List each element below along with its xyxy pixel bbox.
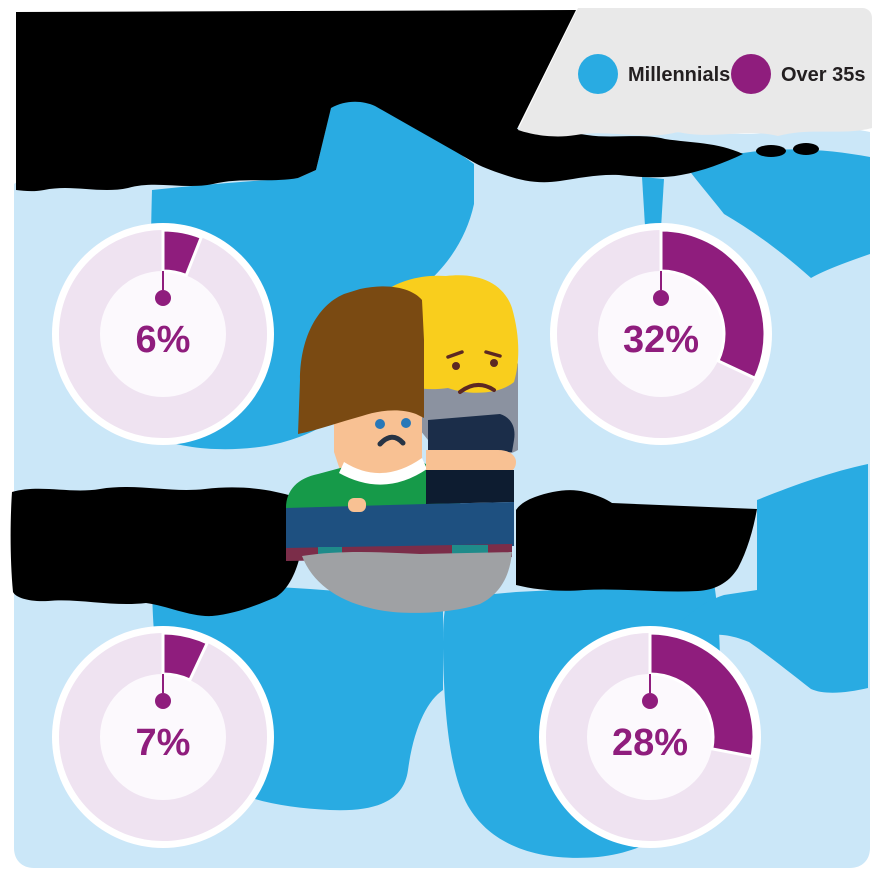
person-sweater	[286, 463, 461, 514]
callout-pin-dot-icon	[653, 290, 669, 306]
teal-accent-left	[318, 547, 342, 556]
gray-base-blob	[302, 552, 512, 613]
donut-highlight-arc	[659, 228, 767, 380]
donut-highlight-arc	[648, 631, 756, 758]
person-frown-icon	[377, 434, 406, 447]
legend-panel	[518, 8, 872, 137]
small-hand-nub	[348, 498, 366, 512]
donut-chart-top-left: 6%	[52, 223, 274, 445]
donut-percent-label: 32%	[623, 319, 699, 361]
bright-blue-bottom-right-arrow	[661, 464, 868, 693]
sad-person-illustration	[286, 275, 519, 613]
phone-lower-body	[426, 470, 514, 504]
donut-percent-label: 6%	[136, 319, 191, 361]
donut-percent-label: 7%	[136, 722, 191, 764]
redacted-text-blocks	[10, 10, 819, 617]
redacted-main-title	[16, 10, 743, 192]
legend-millennials-swatch-icon	[578, 54, 618, 94]
teal-accent-right	[452, 545, 488, 554]
legend: Millennials Over 35s	[518, 8, 872, 137]
emoji-frown-icon	[458, 383, 496, 394]
redacted-title-speck-2	[793, 143, 819, 155]
donut-chart-bottom-right: 28%	[539, 626, 761, 848]
legend-over35s-swatch-icon	[731, 54, 771, 94]
emoji-left-brow-icon	[446, 350, 464, 359]
person-right-eye-icon	[401, 418, 411, 428]
phone-upper-body	[428, 414, 515, 454]
redacted-mid-right-caption	[516, 490, 757, 592]
legend-over35s-label: Over 35s	[781, 64, 866, 86]
emoji-left-eye-icon	[452, 362, 460, 370]
person-face	[334, 406, 422, 476]
bright-blue-top-right-arm	[680, 149, 870, 278]
callout-pin-dot-icon	[155, 290, 171, 306]
emoji-right-brow-icon	[484, 350, 502, 358]
person-left-eye-icon	[375, 419, 385, 429]
jeans-band	[286, 502, 514, 550]
callout-pin-dot-icon	[642, 693, 658, 709]
donut-chart-bottom-left: 7%	[52, 626, 274, 848]
donut-highlight-arc	[161, 631, 209, 682]
emoji-right-eye-icon	[490, 359, 498, 367]
callout-pin-dot-icon	[155, 693, 171, 709]
bright-blue-mast-stripe	[642, 177, 664, 228]
sad-emoji-face	[446, 350, 502, 394]
donut-percent-label: 28%	[612, 722, 688, 764]
redacted-title-speck-1	[756, 145, 786, 157]
donut-chart-top-right: 32%	[550, 223, 772, 445]
legend-millennials-label: Millennials	[628, 64, 730, 86]
holding-hand	[426, 450, 516, 474]
sweater-collar	[339, 458, 427, 485]
redacted-mid-left-caption	[10, 487, 303, 617]
donut-highlight-arc	[161, 228, 203, 277]
person-hair	[298, 286, 424, 434]
